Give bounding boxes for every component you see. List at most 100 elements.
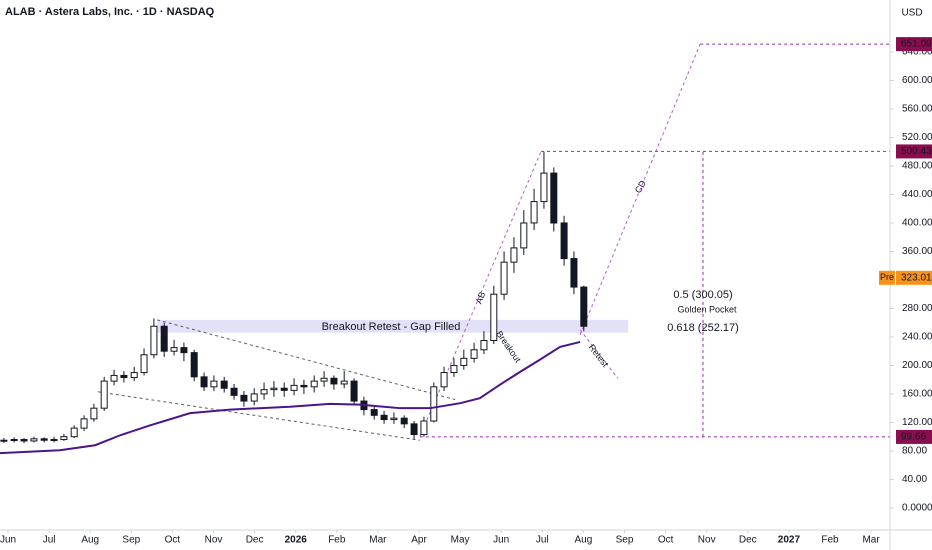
candle-body bbox=[560, 222, 568, 260]
annotation: AB bbox=[474, 290, 488, 305]
x-tick-label: Nov bbox=[698, 535, 716, 546]
candle-body bbox=[400, 417, 408, 425]
candle-body bbox=[280, 387, 288, 391]
candle-body bbox=[160, 325, 168, 352]
trend-line bbox=[579, 329, 619, 379]
candle-body bbox=[460, 357, 468, 366]
candle-body bbox=[310, 380, 318, 388]
annotation: 0.618 (252.17) bbox=[667, 322, 739, 334]
annotation: 0.5 (300.05) bbox=[673, 289, 732, 301]
candle-body bbox=[300, 384, 308, 388]
trend-line bbox=[579, 43, 701, 336]
candle-body bbox=[570, 258, 578, 288]
x-tick-label: Dec bbox=[739, 535, 757, 546]
price-label: 651.09 bbox=[901, 39, 932, 50]
y-tick-label: 80.00 bbox=[902, 446, 927, 457]
candle-body bbox=[30, 438, 38, 442]
candle-body bbox=[90, 407, 98, 420]
candle-body bbox=[240, 394, 248, 402]
candle-body bbox=[210, 380, 218, 388]
price-label-box bbox=[896, 270, 932, 285]
y-tick-label: 200.00 bbox=[902, 360, 932, 371]
y-tick-label: 280.00 bbox=[902, 303, 932, 314]
candle-body bbox=[290, 384, 298, 391]
candle-body bbox=[430, 386, 438, 422]
y-tick-label: 480.00 bbox=[902, 161, 932, 172]
candle-body bbox=[440, 372, 448, 388]
price-label-box bbox=[896, 144, 932, 159]
candle-body bbox=[180, 347, 188, 354]
y-tick-label: 520.00 bbox=[902, 132, 932, 143]
candle-body bbox=[260, 389, 268, 395]
price-prefix: Pre bbox=[880, 272, 894, 282]
price-prefix-box bbox=[879, 270, 895, 285]
candle-body bbox=[410, 423, 418, 436]
x-tick-label: 2027 bbox=[778, 535, 801, 546]
y-tick-label: 360.00 bbox=[902, 246, 932, 257]
candle-body bbox=[370, 409, 378, 416]
candle-body bbox=[150, 325, 158, 356]
y-tick-label: 40.00 bbox=[902, 474, 927, 485]
candle-body bbox=[500, 261, 508, 295]
trend-line bbox=[97, 391, 420, 441]
x-tick-label: Oct bbox=[658, 535, 674, 546]
y-tick-label: 240.00 bbox=[902, 332, 932, 343]
x-tick-label: Nov bbox=[205, 535, 223, 546]
candle-body bbox=[170, 347, 178, 352]
candle-body bbox=[270, 387, 278, 391]
y-tick-label: 640.00 bbox=[902, 47, 932, 58]
moving-average bbox=[0, 340, 581, 455]
gap-zone bbox=[157, 319, 629, 333]
annotation: Golden Pocket bbox=[677, 304, 737, 314]
candle-body bbox=[330, 377, 338, 385]
x-tick-label: Mar bbox=[369, 535, 387, 546]
candle-body bbox=[60, 436, 68, 441]
x-tick-label: May bbox=[451, 535, 470, 546]
candle-body bbox=[540, 172, 548, 203]
candle-body bbox=[490, 293, 498, 342]
candle-body bbox=[80, 418, 88, 429]
candle-body bbox=[130, 372, 138, 379]
candle-body bbox=[530, 201, 538, 224]
chart-title: ALAB · Astera Labs, Inc. · 1D · NASDAQ bbox=[5, 6, 215, 18]
y-tick-label: 120.00 bbox=[902, 417, 932, 428]
candle-body bbox=[120, 374, 128, 379]
y-tick-label: 160.00 bbox=[902, 389, 932, 400]
candle-body bbox=[250, 393, 258, 402]
candle-body bbox=[140, 354, 148, 374]
candle-body bbox=[190, 352, 198, 378]
x-tick-label: Jun bbox=[493, 535, 509, 546]
candle-body bbox=[20, 439, 28, 442]
candle-body bbox=[510, 247, 518, 263]
candle-body bbox=[320, 377, 328, 382]
x-tick-label: Aug bbox=[575, 535, 593, 546]
plot-area bbox=[0, 43, 890, 455]
price-label-box bbox=[896, 429, 932, 444]
x-tick-label: Feb bbox=[328, 535, 346, 546]
x-tick-label: Jul bbox=[536, 535, 549, 546]
candle-body bbox=[580, 286, 588, 327]
candle-body bbox=[350, 380, 358, 402]
candle-body bbox=[100, 380, 108, 409]
candle-body bbox=[450, 364, 458, 374]
x-tick-label: Sep bbox=[616, 535, 634, 546]
x-tick-label: Oct bbox=[165, 535, 181, 546]
candle-body bbox=[70, 427, 78, 438]
trend-line bbox=[419, 151, 542, 437]
candle-body bbox=[520, 222, 528, 249]
x-tick-label: Dec bbox=[246, 535, 264, 546]
candle-body bbox=[50, 439, 58, 442]
candle-body bbox=[380, 414, 388, 421]
y-tick-label: 0.0000 bbox=[902, 503, 932, 514]
candle-body bbox=[40, 438, 48, 441]
x-tick-label: Apr bbox=[411, 535, 427, 546]
candle-body bbox=[220, 380, 228, 389]
candle-body bbox=[230, 387, 238, 396]
candle-body bbox=[470, 349, 478, 359]
y-tick-label: 560.00 bbox=[902, 104, 932, 115]
price-label-box bbox=[896, 37, 932, 52]
candle-body bbox=[110, 374, 118, 382]
annotation: Breakout Retest - Gap Filled bbox=[322, 321, 461, 333]
